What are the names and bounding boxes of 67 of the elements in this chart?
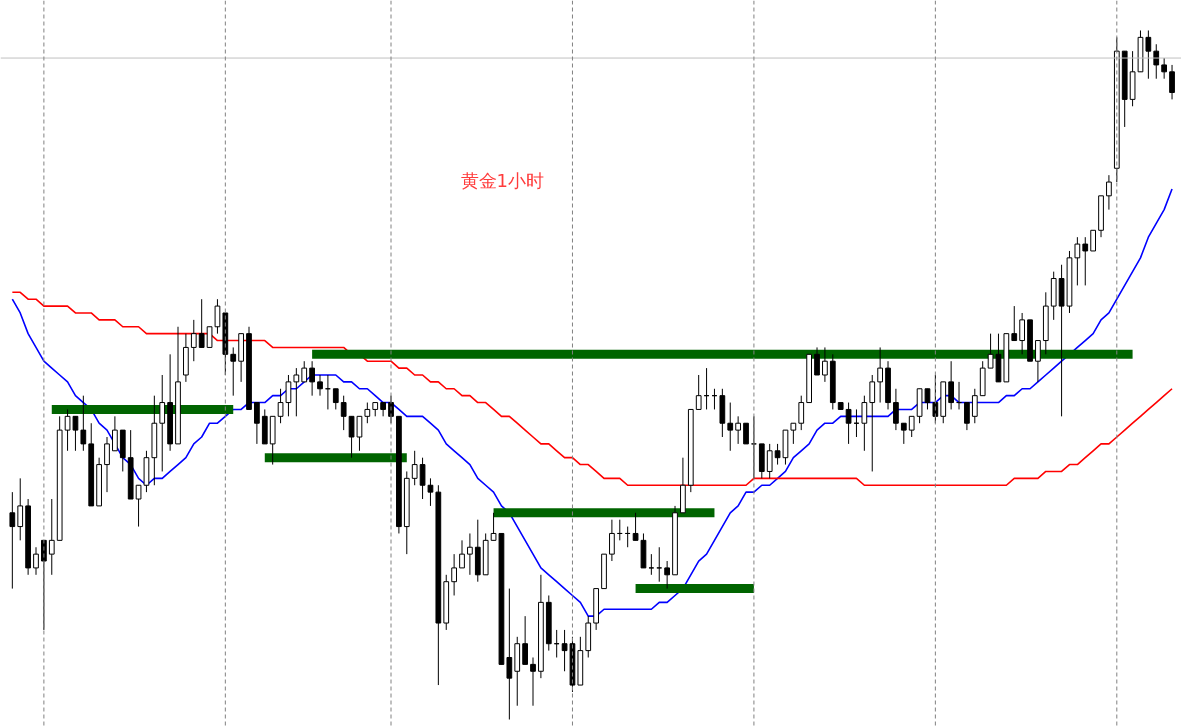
candlestick [9,491,16,590]
candlestick [900,422,907,445]
candlestick [293,367,300,417]
candlestick [530,656,536,707]
candlestick [664,560,670,590]
candlestick [104,436,110,493]
candlestick [1011,305,1018,342]
candlestick [695,374,702,410]
candlestick [743,422,749,445]
candlestick [1074,236,1081,286]
candlestick [1035,340,1041,383]
candlestick [1161,57,1168,80]
candlestick [506,588,513,721]
candlestick [214,298,221,335]
candlestick [459,539,465,569]
candlestick [766,443,773,479]
candlestick [648,553,655,576]
candlestick [964,402,970,431]
candlestick [609,519,615,562]
candlestick [112,415,118,452]
candlestick [798,395,805,431]
candlestick [419,457,426,500]
candlestick [1090,229,1097,252]
candlestick [1169,64,1175,100]
candlestick [33,546,39,576]
candlestick [822,346,828,383]
candlestick [877,346,883,404]
candlestick [159,374,166,472]
candlestick [198,298,205,348]
candlestick [364,402,371,424]
candlestick [427,477,434,507]
candlestick [869,374,876,472]
candlestick [411,450,418,486]
candlestick [861,395,868,452]
candlestick [317,374,323,397]
candlestick [332,388,339,410]
candlestick [632,512,639,541]
text: 黄金1小时 [460,169,544,191]
candlestick [727,402,734,452]
candlestick [1106,174,1112,211]
candlestick [254,402,260,445]
candlestick [1153,43,1160,80]
candlestick [135,484,142,528]
candlestick [48,498,55,576]
candlestick [845,402,852,445]
candlestick [971,388,978,424]
candlestick [309,360,315,397]
candlestick [340,395,347,431]
candlestick [1145,29,1152,80]
candlestick [230,346,237,397]
candlestick [1019,312,1026,355]
candlestick [190,319,197,362]
candlestick [451,553,457,596]
candlestick [908,415,915,438]
candlestick [467,532,473,576]
candlestick [17,477,24,541]
candlestick [656,546,663,583]
candlestick [206,326,213,348]
candlestick [948,360,954,410]
candlestick [1082,236,1089,286]
candlestick [522,615,528,665]
candlestick [735,415,741,445]
candlestick [80,395,87,452]
candlestick [790,422,797,445]
candlestick [814,346,820,376]
candlestick [893,388,899,431]
candlestick [301,360,308,383]
